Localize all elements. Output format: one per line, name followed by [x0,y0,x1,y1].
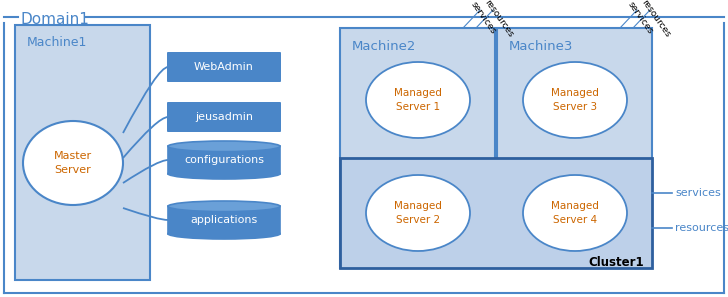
Ellipse shape [23,121,123,205]
Text: resources: resources [639,0,671,39]
Ellipse shape [523,62,627,138]
Bar [340,158,652,268]
Text: Machine1: Machine1 [27,37,87,50]
Bar [168,206,280,234]
Text: Master
Server: Master Server [54,151,92,175]
Text: Managed
Server 1: Managed Server 1 [394,89,442,112]
Text: services: services [469,0,498,36]
Bar [497,28,652,268]
Text: Managed
Server 2: Managed Server 2 [394,201,442,225]
Text: Domain1: Domain1 [21,12,90,26]
Text: jeusadmin: jeusadmin [195,112,253,122]
FancyBboxPatch shape [167,102,281,132]
Bar [168,146,280,174]
Bar [340,28,495,268]
Text: WebAdmin: WebAdmin [194,62,254,72]
Ellipse shape [366,62,470,138]
Text: resources: resources [675,223,728,233]
Bar [15,25,150,280]
Text: resources: resources [482,0,515,39]
Ellipse shape [366,175,470,251]
Text: Machine2: Machine2 [352,40,416,53]
Ellipse shape [168,201,280,212]
Text: Cluster1: Cluster1 [588,257,644,269]
Text: Managed
Server 4: Managed Server 4 [551,201,599,225]
Ellipse shape [168,141,280,152]
Ellipse shape [168,228,280,239]
Ellipse shape [168,168,280,179]
Text: configurations: configurations [184,155,264,165]
Ellipse shape [523,175,627,251]
Text: applications: applications [191,215,258,225]
Text: services: services [626,0,654,36]
Text: services: services [675,188,721,198]
Text: Managed
Server 3: Managed Server 3 [551,89,599,112]
Text: Machine3: Machine3 [509,40,574,53]
FancyBboxPatch shape [167,52,281,82]
